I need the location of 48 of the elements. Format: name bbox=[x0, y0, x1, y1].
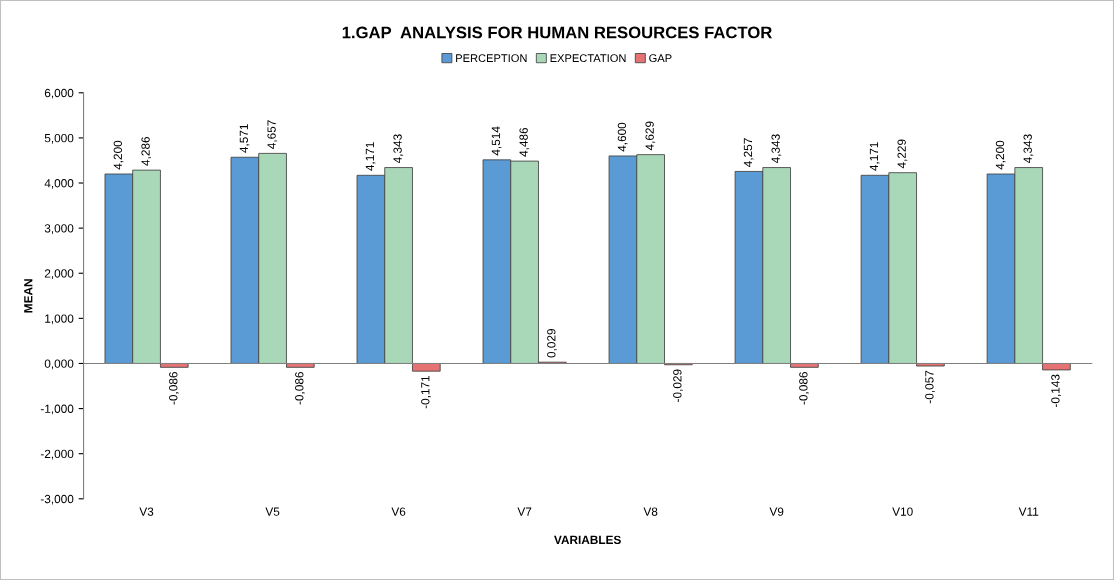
data-label: 4,514 bbox=[491, 126, 502, 156]
data-label: -0,143 bbox=[1051, 374, 1061, 408]
chart-title: 1.GAP ANALYSIS FOR HUMAN RESOURCES FACTOR bbox=[342, 26, 772, 39]
y-tick-label: -3,000 bbox=[40, 494, 74, 505]
data-label: -0,086 bbox=[169, 372, 179, 405]
y-tick-label: 2,000 bbox=[44, 269, 74, 280]
data-label: 4,257 bbox=[743, 138, 754, 167]
y-tick-label: 3,000 bbox=[44, 224, 74, 234]
data-label: -0,029 bbox=[673, 369, 683, 402]
data-label: 4,343 bbox=[393, 134, 404, 164]
y-axis-title: MEAN bbox=[24, 279, 33, 313]
data-label: 4,200 bbox=[995, 140, 1006, 170]
data-label: 0,029 bbox=[547, 329, 557, 358]
data-label: 4,600 bbox=[617, 122, 628, 152]
x-tick-label: V6 bbox=[391, 507, 406, 516]
legend-label: PERCEPTION bbox=[456, 54, 527, 63]
data-label: 4,343 bbox=[1023, 134, 1034, 164]
data-label: 4,171 bbox=[365, 142, 376, 171]
data-label: 4,200 bbox=[113, 140, 124, 170]
x-tick-label: V9 bbox=[769, 507, 784, 516]
data-label: 4,657 bbox=[267, 120, 278, 149]
x-tick-label: V10 bbox=[892, 507, 913, 516]
data-label: -0,171 bbox=[421, 375, 431, 409]
x-tick-label: V5 bbox=[265, 507, 280, 516]
y-tick-label: 5,000 bbox=[44, 133, 74, 144]
data-label: 4,486 bbox=[519, 127, 530, 157]
data-label: 4,171 bbox=[869, 142, 880, 171]
data-label: 4,629 bbox=[645, 121, 656, 151]
data-label: 4,571 bbox=[239, 124, 250, 153]
data-label: 4,286 bbox=[141, 136, 152, 166]
x-axis-title: VARIABLES bbox=[554, 535, 621, 545]
data-label: -0,086 bbox=[295, 372, 305, 405]
legend-label: EXPECTATION bbox=[550, 54, 626, 63]
data-label: 4,343 bbox=[771, 134, 782, 164]
y-tick-label: 4,000 bbox=[44, 179, 74, 189]
x-tick-label: V7 bbox=[517, 507, 532, 516]
y-tick-label: 6,000 bbox=[44, 88, 74, 99]
data-label: 4,229 bbox=[897, 139, 908, 169]
data-label: -0,057 bbox=[925, 370, 935, 404]
data-label: -0,086 bbox=[799, 372, 809, 405]
y-tick-label: 1,000 bbox=[45, 314, 74, 325]
y-tick-label: 0,000 bbox=[44, 359, 74, 370]
legend-label: GAP bbox=[649, 54, 672, 63]
x-tick-label: V8 bbox=[643, 507, 658, 516]
x-tick-label: V3 bbox=[139, 507, 154, 516]
y-tick-label: -2,000 bbox=[40, 449, 74, 460]
x-tick-label: V11 bbox=[1018, 507, 1039, 516]
y-tick-label: -1,000 bbox=[40, 404, 74, 415]
